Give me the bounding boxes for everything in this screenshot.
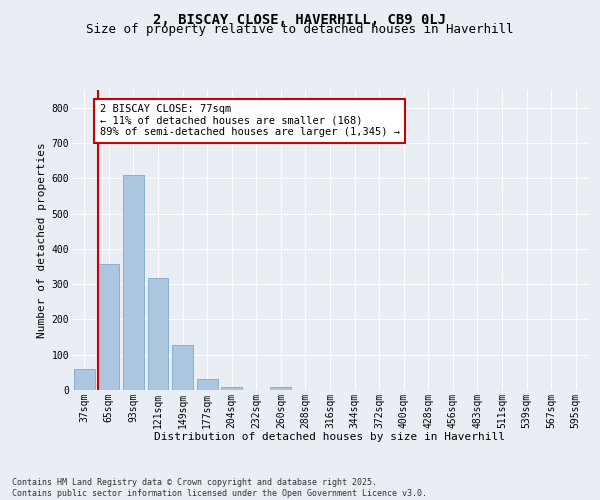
Text: 2 BISCAY CLOSE: 77sqm
← 11% of detached houses are smaller (168)
89% of semi-det: 2 BISCAY CLOSE: 77sqm ← 11% of detached … (100, 104, 400, 138)
X-axis label: Distribution of detached houses by size in Haverhill: Distribution of detached houses by size … (155, 432, 505, 442)
Text: 2, BISCAY CLOSE, HAVERHILL, CB9 0LJ: 2, BISCAY CLOSE, HAVERHILL, CB9 0LJ (154, 12, 446, 26)
Text: Size of property relative to detached houses in Haverhill: Size of property relative to detached ho… (86, 22, 514, 36)
Bar (98, 264, 119, 390)
Bar (271, 387, 292, 390)
Y-axis label: Number of detached properties: Number of detached properties (37, 142, 47, 338)
Bar (221, 387, 242, 390)
Text: Contains HM Land Registry data © Crown copyright and database right 2025.
Contai: Contains HM Land Registry data © Crown c… (12, 478, 427, 498)
Bar (197, 380, 218, 390)
Bar (172, 345, 193, 390)
Bar (74, 369, 95, 390)
Bar (148, 278, 169, 390)
Bar (123, 176, 144, 390)
